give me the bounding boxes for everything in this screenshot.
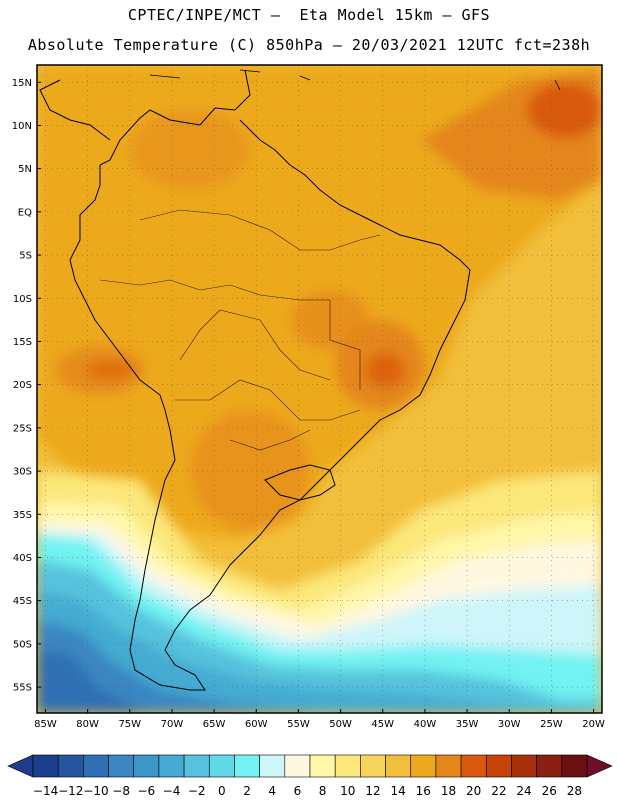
colorbar-label: 18 <box>441 784 456 798</box>
colorbar-label: 22 <box>491 784 506 798</box>
colorbar-swatch <box>183 754 210 778</box>
caribbean-islands <box>149 69 561 91</box>
colorbar-swatch <box>108 754 135 778</box>
lat-label: 20S <box>13 380 32 391</box>
colorbar-swatch <box>536 754 563 778</box>
lon-label: 50W <box>329 719 352 730</box>
lon-label: 55W <box>287 719 310 730</box>
lat-label: 15N <box>12 78 32 89</box>
colorbar-swatch <box>435 754 462 778</box>
lat-label: 5S <box>19 251 32 262</box>
lon-label: 40W <box>414 719 437 730</box>
lat-label: 45S <box>13 596 32 607</box>
colorbar-swatch <box>309 754 336 778</box>
colorbar-swatch <box>32 754 59 778</box>
colorbar-label: 0 <box>218 784 226 798</box>
lat-label: 25S <box>13 423 32 434</box>
lat-label: 5N <box>18 164 32 175</box>
lat-label: 35S <box>13 510 32 521</box>
colorbar-swatch <box>208 754 235 778</box>
colorbar-label: 12 <box>365 784 380 798</box>
lon-label: 60W <box>245 719 268 730</box>
colorbar-swatch <box>385 754 412 778</box>
lon-label: 80W <box>76 719 99 730</box>
colorbar-label: −8 <box>112 784 130 798</box>
colorbar-label: −6 <box>137 784 155 798</box>
temperature-field <box>37 65 602 713</box>
lon-label: 45W <box>371 719 394 730</box>
colorbar-label: 20 <box>466 784 481 798</box>
colorbar-swatch <box>234 754 260 778</box>
colorbar-high-arrow <box>586 754 613 778</box>
coastline <box>39 69 471 691</box>
colorbar-label: 16 <box>416 784 431 798</box>
colorbar-swatch <box>259 754 286 778</box>
lat-label: 55S <box>13 683 32 694</box>
colorbar-low-arrow <box>7 754 34 778</box>
map-frame <box>36 64 603 714</box>
lat-label: 50S <box>13 639 32 650</box>
lon-label: 30W <box>498 719 521 730</box>
colorbar-swatch <box>561 754 588 778</box>
lat-label: 40S <box>13 553 32 564</box>
colorbar-swatch <box>410 754 437 778</box>
lat-label: 10N <box>12 121 32 132</box>
lat-label: EQ <box>18 207 32 218</box>
colorbar-swatch <box>511 754 537 778</box>
lon-label: 75W <box>118 719 141 730</box>
lon-label: 20W <box>582 719 605 730</box>
colorbar-label: 26 <box>542 784 557 798</box>
colorbar-label: 8 <box>319 784 327 798</box>
colorbar-swatch <box>284 754 311 778</box>
colorbar-swatch <box>158 754 185 778</box>
lon-label: 70W <box>161 719 184 730</box>
colorbar-swatch <box>460 754 487 778</box>
lon-label: 25W <box>540 719 563 730</box>
colorbar-swatch <box>334 754 361 778</box>
colorbar-label: 14 <box>390 784 405 798</box>
country-borders <box>99 209 381 451</box>
colorbar-label: 24 <box>516 784 531 798</box>
colorbar-label: 4 <box>268 784 276 798</box>
colorbar-swatch <box>83 754 109 778</box>
map-grid <box>37 65 602 713</box>
colorbar-label: −4 <box>163 784 181 798</box>
colorbar-swatch <box>485 754 512 778</box>
lon-label: 35W <box>456 719 479 730</box>
colorbar-label: 10 <box>340 784 355 798</box>
lat-label: 15S <box>13 337 32 348</box>
map-title-line2: Absolute Temperature (C) 850hPa – 20/03/… <box>27 36 591 54</box>
map-title-line1: CPTEC/INPE/MCT – Eta Model 15km – GFS <box>127 6 491 24</box>
colorbar-label: −12 <box>58 784 83 798</box>
colorbar-label: −10 <box>83 784 108 798</box>
colorbar-label: −14 <box>33 784 58 798</box>
colorbar: −14 −12 −10 −8 −6 −4 −2 0 2 4 6 8 10 12 14 16 18 20 22 24 26… <box>7 754 613 798</box>
lon-label: 85W <box>34 719 57 730</box>
latitude-labels: 15N 10N 5N EQ 5S 10S 15S 20S 25S 30S 35S 40S 45S 50S 5… <box>12 78 41 694</box>
lon-label: 65W <box>203 719 226 730</box>
colorbar-label: 2 <box>243 784 251 798</box>
colorbar-swatch <box>133 754 160 778</box>
colorbar-label: 28 <box>567 784 582 798</box>
longitude-labels: 85W 80W 75W 70W 65W 60W 55W 50W 45W 40W 35W 30W 25W 2… <box>34 709 605 730</box>
colorbar-label: −2 <box>188 784 206 798</box>
colorbar-label: 6 <box>294 784 302 798</box>
colorbar-swatch <box>360 754 386 778</box>
colorbar-swatch <box>57 754 84 778</box>
lat-label: 30S <box>13 467 32 478</box>
lat-label: 10S <box>13 294 32 305</box>
